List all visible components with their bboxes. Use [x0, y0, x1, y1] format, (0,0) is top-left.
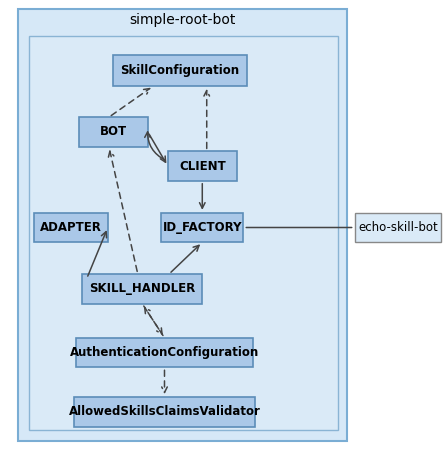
Text: SkillConfiguration: SkillConfiguration	[121, 64, 240, 77]
FancyBboxPatch shape	[161, 213, 243, 242]
FancyBboxPatch shape	[18, 9, 347, 441]
FancyBboxPatch shape	[82, 274, 202, 304]
FancyBboxPatch shape	[79, 117, 148, 147]
Text: ADAPTER: ADAPTER	[40, 221, 102, 234]
FancyBboxPatch shape	[168, 151, 237, 181]
Text: ID_FACTORY: ID_FACTORY	[163, 221, 242, 234]
FancyBboxPatch shape	[113, 55, 247, 86]
Text: AllowedSkillsClaimsValidator: AllowedSkillsClaimsValidator	[69, 405, 260, 418]
FancyBboxPatch shape	[29, 36, 338, 430]
FancyBboxPatch shape	[354, 213, 441, 242]
Text: BOT: BOT	[100, 126, 127, 138]
Text: AuthenticationConfiguration: AuthenticationConfiguration	[70, 346, 259, 359]
Text: CLIENT: CLIENT	[179, 160, 226, 172]
Text: SKILL_HANDLER: SKILL_HANDLER	[89, 283, 195, 295]
FancyBboxPatch shape	[34, 213, 108, 242]
FancyBboxPatch shape	[76, 338, 254, 368]
FancyBboxPatch shape	[74, 397, 254, 427]
Text: echo-skill-bot: echo-skill-bot	[358, 221, 438, 234]
Text: simple-root-bot: simple-root-bot	[129, 14, 236, 27]
